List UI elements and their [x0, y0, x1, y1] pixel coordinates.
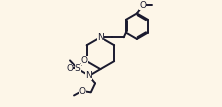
Text: N: N	[85, 71, 92, 80]
Text: S: S	[75, 64, 81, 73]
Text: N: N	[97, 33, 104, 42]
Text: O: O	[66, 64, 73, 73]
Text: O: O	[81, 56, 88, 65]
Text: O: O	[139, 1, 146, 10]
Text: O: O	[79, 87, 86, 96]
